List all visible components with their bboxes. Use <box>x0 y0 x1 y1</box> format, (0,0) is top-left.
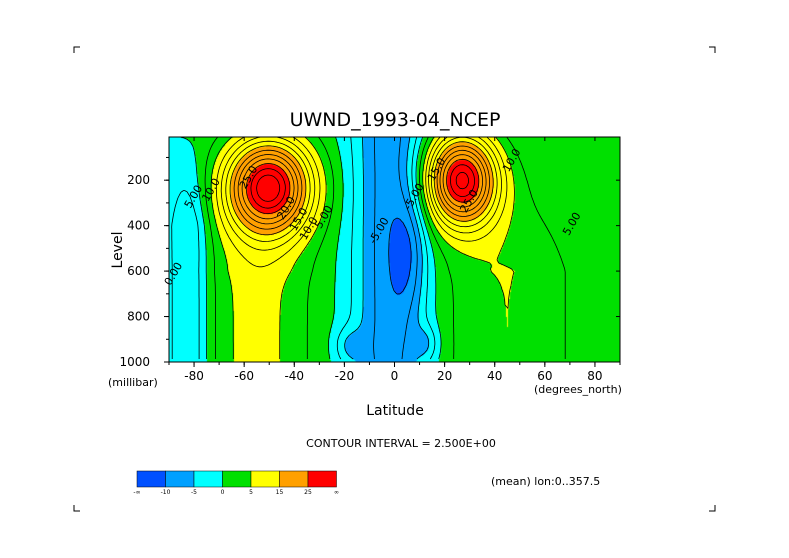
x-tick-label: 40 <box>487 369 502 383</box>
x-tick-label: 60 <box>537 369 552 383</box>
x-tick-label: -80 <box>184 369 204 383</box>
y-tick-label: 1000 <box>119 355 150 369</box>
colorbar-swatch <box>279 470 309 488</box>
contour-line <box>210 137 515 359</box>
corner-mark-bottom-left <box>73 505 80 512</box>
contour-line <box>250 164 475 209</box>
contour-line <box>216 137 508 268</box>
colorbar-swatch <box>307 470 337 488</box>
colorbar-swatch <box>193 470 223 488</box>
x-axis-ticks: -80 -60 -40 -20 0 20 40 60 80 <box>168 137 621 383</box>
y-units-label: (millibar) <box>108 376 158 389</box>
x-units-label: (degrees_north) <box>534 383 622 396</box>
x-tick-label: 0 <box>391 369 399 383</box>
colorbar-label: 25 <box>304 489 312 496</box>
colorbar-end-label: -∞ <box>133 489 140 496</box>
y-axis-label: Level <box>110 232 126 269</box>
contour-line <box>344 137 430 360</box>
corner-mark-top-right <box>709 46 716 53</box>
x-tick-label: -20 <box>335 369 355 383</box>
contour-line <box>229 141 494 236</box>
y-tick-label: 200 <box>127 173 150 187</box>
contour-line <box>237 149 487 225</box>
colorbar-label: 5 <box>249 489 253 496</box>
contour-line <box>256 171 469 202</box>
corner-mark-bottom-right <box>709 505 716 512</box>
x-axis-label: Latitude <box>366 403 424 419</box>
colorbar-label: -5 <box>191 489 197 496</box>
colorbar-label: 15 <box>276 489 284 496</box>
colorbar-label: 0 <box>221 489 225 496</box>
contour-line <box>233 145 490 230</box>
contour-line <box>373 137 418 360</box>
colorbar-end-label: ∞ <box>334 489 339 496</box>
colorbar-swatch <box>136 470 166 488</box>
colorbar-swatch <box>250 470 280 488</box>
contour-line <box>225 137 498 242</box>
contour-line <box>220 137 502 251</box>
x-tick-label: 20 <box>437 369 452 383</box>
contour-interval-text: CONTOUR INTERVAL = 2.500E+00 <box>306 437 496 450</box>
contour-line <box>245 158 480 215</box>
y-axis-ticks: 200 400 600 800 1000 <box>119 156 620 369</box>
contour-field <box>169 137 620 362</box>
contour-line <box>171 137 436 360</box>
colorbar-swatch <box>222 470 252 488</box>
contour-lines <box>171 137 566 360</box>
contour-line <box>388 217 412 295</box>
y-tick-label: 800 <box>127 310 150 324</box>
chart-title: UWND_1993-04_NCEP <box>290 109 501 131</box>
colorbar: -∞ -10 -5 0 5 15 25 ∞ <box>133 470 339 496</box>
mean-longitude-note: (mean) lon:0..357.5 <box>491 475 600 488</box>
y-tick-label: 600 <box>127 264 150 278</box>
colorbar-swatch <box>165 470 195 488</box>
contour-line <box>204 137 566 359</box>
contour-line <box>241 154 483 220</box>
colorbar-label: -10 <box>161 489 171 496</box>
corner-mark-top-left <box>73 46 80 53</box>
x-tick-label: -60 <box>234 369 254 383</box>
y-tick-label: 400 <box>127 219 150 233</box>
x-tick-label: -40 <box>284 369 304 383</box>
x-tick-label: 80 <box>587 369 602 383</box>
